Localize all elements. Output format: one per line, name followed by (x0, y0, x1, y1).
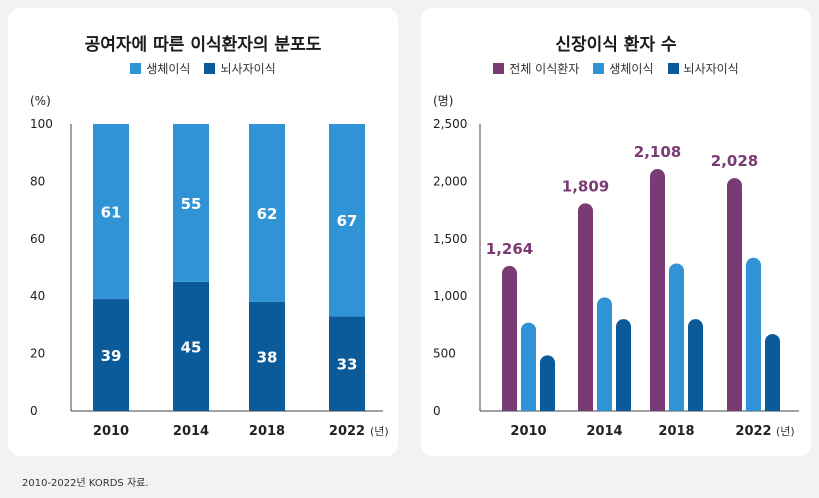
y-tick-label: 60 (30, 232, 45, 246)
bar-segment-brain (93, 299, 129, 411)
chart-panel-donor-distribution: 공여자에 따른 이식환자의 분포도 생체이식 뇌사자이식 (%) 0 20 40 60 8… (8, 8, 398, 456)
source-note: 2010-2022년 KORDS 자료. (22, 478, 149, 489)
bar-brain (688, 319, 703, 411)
x-tick-label: 2022 (329, 424, 365, 439)
legend-label-total: 전체 이식환자 (509, 62, 580, 76)
y-tick-label: 20 (30, 347, 45, 361)
bar-segment-living (93, 124, 129, 300)
bar-brain (540, 355, 555, 411)
y-tick-label: 80 (30, 174, 45, 188)
data-label-living: 61 (101, 204, 122, 222)
chart-title: 신장이식 환자 수 (555, 35, 677, 55)
data-label-brain: 39 (101, 347, 122, 365)
data-label-total: 1,264 (486, 240, 533, 258)
legend-swatch-living (593, 63, 605, 74)
y-tick-label: 500 (433, 347, 456, 361)
x-tick-label: 2010 (510, 424, 546, 439)
y-tick-label: 0 (30, 404, 38, 418)
legend-label-living: 생체이식 (609, 62, 654, 76)
chart-title: 공여자에 따른 이식환자의 분포도 (84, 35, 322, 55)
bar-total (578, 203, 593, 411)
bar-segment-brain (249, 301, 285, 411)
bar-living (746, 257, 761, 411)
x-axis-unit: (년) (776, 425, 795, 438)
grouped-bar-chart: (명) 0 500 1,000 1,500 2,000 2,500 1,264 2010 1,80… (433, 94, 799, 439)
y-tick-label: 40 (30, 289, 45, 303)
chart-legend: 전체 이식환자 생체이식 뇌사자이식 (421, 60, 811, 77)
x-tick-label: 2014 (173, 424, 209, 439)
bar-segment-brain (173, 281, 209, 411)
legend-item-brain: 뇌사자이식 (204, 60, 276, 77)
bar-living (669, 263, 684, 411)
bar-brain (765, 334, 780, 411)
y-tick-label: 100 (30, 117, 53, 131)
chart-panel-kidney-transplants: 신장이식 환자 수 전체 이식환자 생체이식 뇌사자이식 (명) 0 500 1,00… (421, 8, 811, 456)
legend-label-brain: 뇌사자이식 (683, 62, 739, 76)
legend-label-brain: 뇌사자이식 (220, 62, 276, 76)
y-tick-label: 2,500 (433, 117, 467, 131)
x-tick-label: 2018 (658, 424, 694, 439)
y-axis-unit: (명) (433, 94, 453, 108)
y-tick-label: 1,500 (433, 232, 467, 246)
data-label-brain: 45 (181, 338, 202, 356)
legend-item-living: 생체이식 (130, 60, 190, 77)
legend-label-living: 생체이식 (146, 62, 191, 76)
x-tick-label: 2010 (93, 424, 129, 439)
bar-segment-living (329, 124, 365, 317)
legend-item-living: 생체이식 (593, 60, 654, 77)
bar-living (597, 297, 612, 411)
legend-item-brain: 뇌사자이식 (667, 60, 739, 77)
data-label-total: 2,028 (711, 152, 758, 170)
data-label-total: 2,108 (634, 143, 681, 161)
chart-legend: 생체이식 뇌사자이식 (8, 60, 398, 77)
x-axis-unit: (년) (370, 425, 389, 438)
y-tick-label: 2,000 (433, 174, 467, 188)
legend-item-total: 전체 이식환자 (493, 60, 579, 77)
bar-segment-living (249, 124, 285, 302)
legend-swatch-brain (667, 63, 679, 74)
x-tick-label: 2022 (735, 424, 771, 439)
bar-total (502, 265, 517, 411)
legend-swatch-total (493, 63, 505, 74)
stacked-bar-chart: (%) 0 20 40 60 80 100 39 61 2010 45 55 2014 38 62 2018 3… (30, 94, 389, 439)
data-label-living: 55 (181, 195, 202, 213)
bar-segment-brain (329, 316, 365, 411)
data-label-living: 67 (337, 212, 358, 230)
legend-swatch-brain (204, 63, 216, 74)
y-tick-label: 0 (433, 404, 441, 418)
y-axis-unit: (%) (30, 94, 51, 108)
x-tick-label: 2014 (586, 424, 622, 439)
bar-total (650, 169, 665, 411)
x-tick-label: 2018 (249, 424, 285, 439)
bar-total (727, 178, 742, 411)
y-tick-label: 1,000 (433, 289, 467, 303)
legend-swatch-living (130, 63, 142, 74)
data-label-total: 1,809 (562, 177, 609, 195)
bar-living (521, 322, 536, 411)
data-label-brain: 33 (337, 356, 358, 374)
data-label-living: 62 (257, 205, 278, 223)
bar-brain (616, 319, 631, 411)
data-label-brain: 38 (257, 348, 278, 366)
bar-segment-living (173, 124, 209, 282)
